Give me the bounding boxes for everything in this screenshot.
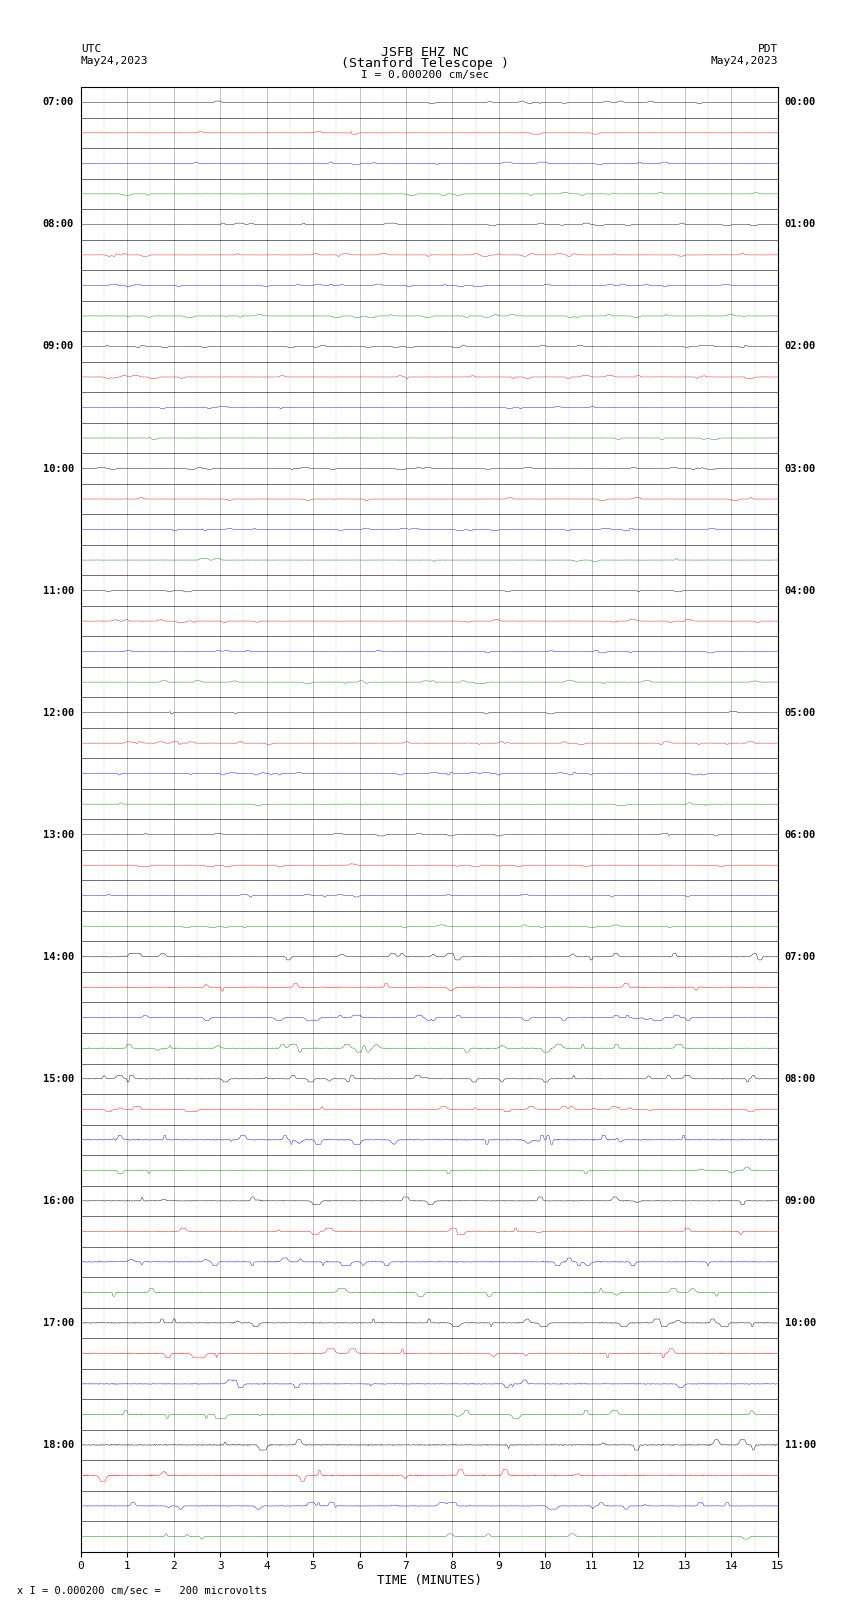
Text: 17:00: 17:00 — [42, 1318, 74, 1327]
Text: 09:00: 09:00 — [785, 1195, 816, 1207]
Text: 08:00: 08:00 — [785, 1074, 816, 1084]
Text: 05:00: 05:00 — [785, 708, 816, 718]
Text: (Stanford Telescope ): (Stanford Telescope ) — [341, 56, 509, 71]
Text: 13:00: 13:00 — [42, 829, 74, 840]
Text: 01:00: 01:00 — [785, 219, 816, 229]
Text: 18:00: 18:00 — [42, 1440, 74, 1450]
Text: 02:00: 02:00 — [785, 342, 816, 352]
Text: 07:00: 07:00 — [42, 97, 74, 108]
X-axis label: TIME (MINUTES): TIME (MINUTES) — [377, 1574, 482, 1587]
Text: 04:00: 04:00 — [785, 586, 816, 595]
Text: 16:00: 16:00 — [42, 1195, 74, 1207]
Text: May24,2023: May24,2023 — [81, 56, 148, 66]
Text: 03:00: 03:00 — [785, 463, 816, 474]
Text: 10:00: 10:00 — [785, 1318, 816, 1327]
Text: 00:00: 00:00 — [785, 97, 816, 108]
Text: 06:00: 06:00 — [785, 829, 816, 840]
Text: 07:00: 07:00 — [785, 952, 816, 961]
Text: x I = 0.000200 cm/sec =   200 microvolts: x I = 0.000200 cm/sec = 200 microvolts — [17, 1586, 267, 1595]
Text: I = 0.000200 cm/sec: I = 0.000200 cm/sec — [361, 69, 489, 81]
Text: 11:00: 11:00 — [785, 1440, 816, 1450]
Text: JSFB EHZ NC: JSFB EHZ NC — [381, 45, 469, 60]
Text: 12:00: 12:00 — [42, 708, 74, 718]
Text: 14:00: 14:00 — [42, 952, 74, 961]
Text: UTC: UTC — [81, 45, 101, 55]
Text: 09:00: 09:00 — [42, 342, 74, 352]
Text: 10:00: 10:00 — [42, 463, 74, 474]
Text: 15:00: 15:00 — [42, 1074, 74, 1084]
Text: May24,2023: May24,2023 — [711, 56, 778, 66]
Text: 08:00: 08:00 — [42, 219, 74, 229]
Text: 11:00: 11:00 — [42, 586, 74, 595]
Text: PDT: PDT — [757, 45, 778, 55]
